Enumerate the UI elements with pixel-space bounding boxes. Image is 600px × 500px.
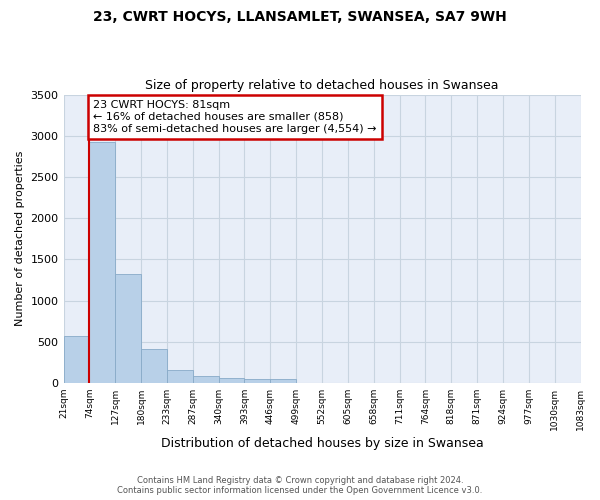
Bar [193, 376, 218, 383]
Bar [167, 370, 193, 383]
Bar [141, 349, 167, 383]
Y-axis label: Number of detached properties: Number of detached properties [15, 151, 25, 326]
Bar [244, 379, 271, 383]
Title: Size of property relative to detached houses in Swansea: Size of property relative to detached ho… [145, 79, 499, 92]
Bar [271, 380, 296, 383]
Text: 23, CWRT HOCYS, LLANSAMLET, SWANSEA, SA7 9WH: 23, CWRT HOCYS, LLANSAMLET, SWANSEA, SA7… [93, 10, 507, 24]
Bar [89, 142, 115, 383]
Bar [218, 378, 244, 383]
Text: Contains HM Land Registry data © Crown copyright and database right 2024.
Contai: Contains HM Land Registry data © Crown c… [118, 476, 482, 495]
Text: 23 CWRT HOCYS: 81sqm
← 16% of detached houses are smaller (858)
83% of semi-deta: 23 CWRT HOCYS: 81sqm ← 16% of detached h… [93, 100, 377, 134]
X-axis label: Distribution of detached houses by size in Swansea: Distribution of detached houses by size … [161, 437, 484, 450]
Bar [115, 274, 141, 383]
Bar [64, 336, 89, 383]
